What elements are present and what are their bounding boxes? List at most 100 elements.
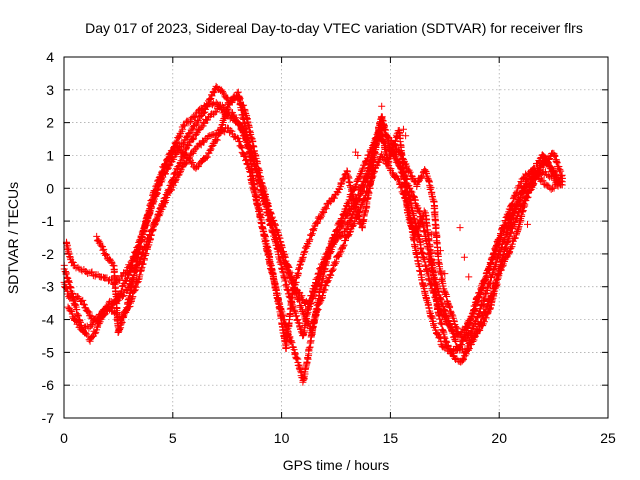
data-point	[252, 165, 260, 173]
data-point	[326, 245, 334, 253]
data-point	[409, 192, 417, 200]
data-point	[185, 130, 193, 138]
data-point	[358, 166, 366, 174]
data-point	[203, 153, 211, 161]
data-point	[504, 238, 512, 246]
data-point	[349, 195, 357, 203]
data-point	[123, 304, 131, 312]
data-point	[327, 271, 335, 279]
data-point	[367, 178, 375, 186]
data-point	[313, 219, 321, 227]
data-point	[256, 182, 264, 190]
data-point	[308, 230, 316, 238]
data-point	[421, 290, 429, 298]
data-point	[137, 242, 145, 250]
x-tick-label: 25	[600, 430, 616, 446]
data-point	[489, 256, 497, 264]
y-tick-label: 3	[46, 82, 54, 98]
data-point	[288, 291, 296, 299]
data-point	[128, 281, 136, 289]
data-point	[295, 297, 303, 305]
data-point	[362, 158, 370, 166]
data-point	[330, 194, 338, 202]
y-tick-label: -2	[42, 246, 55, 262]
data-point	[169, 147, 177, 155]
data-point	[79, 296, 87, 304]
data-point	[173, 137, 181, 145]
data-point	[369, 162, 377, 170]
data-point	[475, 292, 483, 300]
data-point	[279, 269, 287, 277]
data-point	[192, 130, 200, 138]
data-point	[147, 197, 155, 205]
data-point	[306, 235, 314, 243]
data-point	[91, 272, 99, 280]
data-point	[118, 317, 126, 325]
data-point	[297, 325, 305, 333]
x-tick-label: 15	[383, 430, 399, 446]
data-point	[161, 160, 169, 168]
data-point	[79, 300, 87, 308]
data-point	[425, 177, 433, 185]
data-point	[154, 213, 162, 221]
data-point	[435, 259, 443, 267]
data-point	[406, 218, 414, 226]
data-point	[298, 254, 306, 262]
data-point	[287, 337, 295, 345]
data-point	[293, 290, 301, 298]
data-point	[470, 308, 478, 316]
data-point	[353, 178, 361, 186]
data-point	[63, 273, 71, 281]
data-point	[213, 136, 221, 144]
data-point	[457, 341, 465, 349]
data-point	[91, 330, 99, 338]
data-point	[550, 184, 558, 192]
data-point	[81, 323, 89, 331]
data-point	[235, 96, 243, 104]
data-point	[306, 296, 314, 304]
data-point	[478, 287, 486, 295]
data-point	[133, 279, 141, 287]
data-point	[198, 106, 206, 114]
x-tick-label: 0	[60, 430, 68, 446]
data-point	[437, 295, 445, 303]
data-point	[102, 251, 110, 259]
data-point	[406, 184, 414, 192]
data-point	[322, 205, 330, 213]
data-point	[470, 323, 478, 331]
data-point	[237, 143, 245, 151]
data-point	[271, 281, 279, 289]
data-point	[481, 276, 489, 284]
data-point	[339, 242, 347, 250]
data-point	[184, 141, 192, 149]
data-point	[363, 195, 371, 203]
data-point	[547, 185, 555, 193]
data-point	[273, 293, 281, 301]
data-point	[301, 247, 309, 255]
data-point	[512, 189, 520, 197]
y-tick-label: -6	[42, 377, 55, 393]
data-point	[233, 89, 241, 97]
data-point	[186, 155, 194, 163]
data-point	[174, 143, 182, 151]
data-point	[393, 156, 401, 164]
data-point	[317, 214, 325, 222]
data-point	[320, 209, 328, 217]
data-point	[174, 134, 182, 142]
data-point	[334, 189, 342, 197]
data-point	[165, 186, 173, 194]
data-point	[164, 154, 172, 162]
data-point	[443, 313, 451, 321]
data-point	[502, 218, 510, 226]
data-point	[204, 132, 212, 140]
data-point	[143, 212, 151, 220]
data-point	[292, 312, 300, 320]
data-point	[303, 358, 311, 366]
data-point	[490, 250, 498, 258]
data-point	[139, 260, 147, 268]
data-point	[257, 216, 265, 224]
data-point	[179, 125, 187, 133]
data-point	[385, 139, 393, 147]
data-point	[331, 235, 339, 243]
data-point	[240, 151, 248, 159]
